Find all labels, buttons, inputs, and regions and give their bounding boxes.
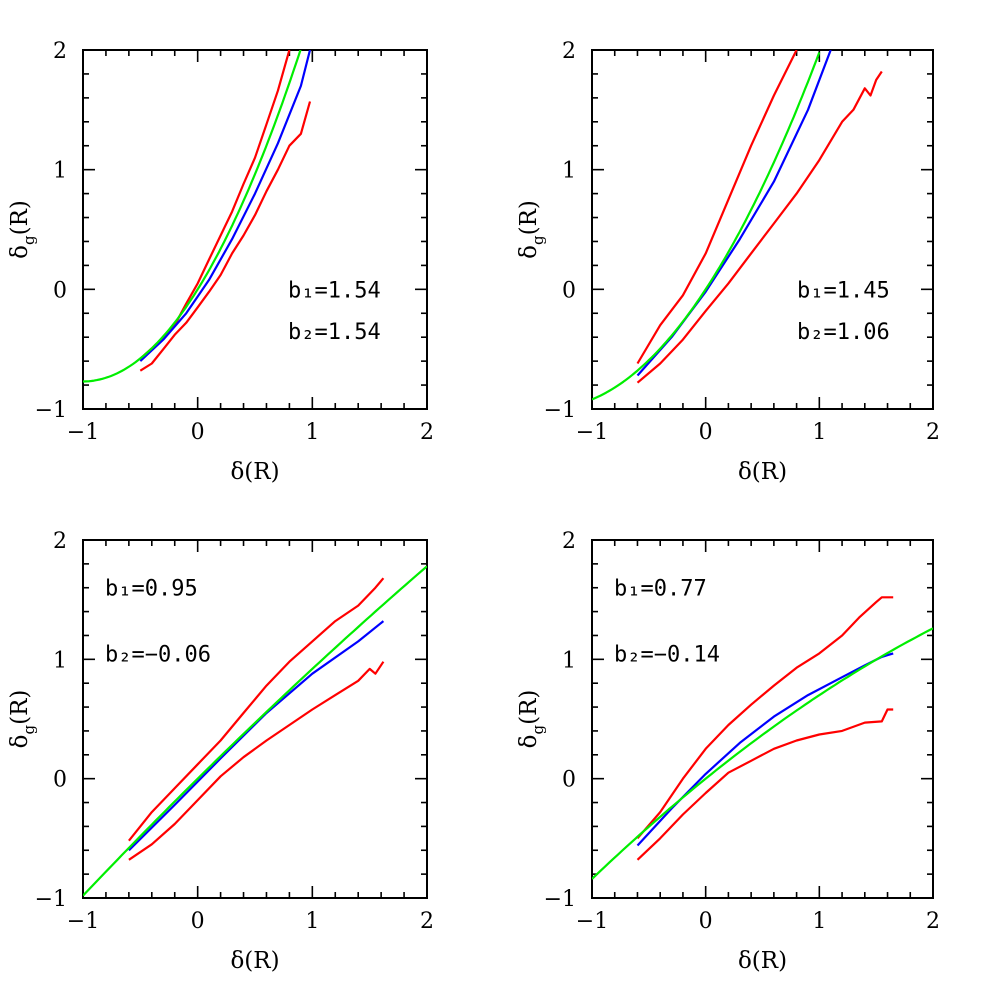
- y-tick-label: 1: [53, 159, 67, 184]
- plot-frame: [591, 49, 934, 410]
- x-tick-label: 1: [812, 420, 826, 445]
- x-tick-label: 0: [191, 420, 205, 445]
- ticks: [591, 539, 934, 899]
- b2-annotation: b₂=−0.06: [105, 642, 211, 667]
- x-tick-label: −1: [576, 420, 608, 445]
- series-group: [83, 565, 427, 897]
- scatter-bound-curve-2-1: [636, 50, 798, 365]
- scatter-bound-curve-1-1: [139, 50, 291, 360]
- y-tick-label: 0: [562, 768, 576, 793]
- panel-2: −1 0 1 2 −1 0 1 2 δ(R) δg(R) b₁=1.45 b₂=1.06: [516, 39, 940, 485]
- scatter-bound-curve-4-2: [636, 708, 894, 861]
- plot-frame: [591, 539, 934, 899]
- x-tick-label: 2: [926, 909, 940, 934]
- panel-1: −1 0 1 2 −1 0 1 2 δ(R) δg(R) b₁=1.54 b₂=1.54: [7, 39, 434, 485]
- fit-curve-4-4: [592, 627, 933, 880]
- scatter-bound-curve-1-2: [139, 101, 312, 372]
- x-tick-label: 0: [191, 909, 205, 934]
- x-tick-label: −1: [67, 909, 99, 934]
- plot-frame: [82, 49, 428, 410]
- x-tick-label: 0: [699, 909, 713, 934]
- x-tick-label: 1: [305, 909, 319, 934]
- y-axis-label: δg(R): [516, 200, 547, 259]
- b2-annotation: b₂=1.54: [288, 320, 381, 345]
- panel-3: −1 0 1 2 −1 0 1 2 δ(R) δg(R) b₁=0.95 b₂=−0.06: [7, 529, 434, 974]
- x-tick-label: 0: [699, 420, 713, 445]
- x-tick-label: 2: [926, 420, 940, 445]
- b1-annotation: b₁=0.95: [105, 577, 198, 602]
- x-axis-label: δ(R): [738, 459, 787, 485]
- y-tick-label: 0: [562, 278, 576, 303]
- x-axis-label: δ(R): [230, 948, 279, 974]
- x-tick-label: 2: [420, 420, 434, 445]
- scatter-bound-curve-3-2: [128, 661, 385, 861]
- scatter-bound-curve-3-1: [128, 577, 385, 842]
- x-tick-label: −1: [67, 420, 99, 445]
- y-tick-label: −1: [35, 398, 67, 423]
- series-group: [592, 50, 883, 401]
- series-group: [592, 596, 933, 880]
- x-tick-label: 1: [305, 420, 319, 445]
- ticks: [82, 539, 428, 899]
- scatter-bound-curve-2-2: [636, 70, 883, 384]
- y-axis-label: δg(R): [7, 690, 38, 749]
- b1-annotation: b₁=0.77: [614, 577, 707, 602]
- y-tick-label: −1: [544, 398, 576, 423]
- y-tick-label: 1: [53, 648, 67, 673]
- y-tick-label: 0: [53, 768, 67, 793]
- y-tick-label: −1: [544, 887, 576, 912]
- y-axis-label: δg(R): [7, 200, 38, 259]
- y-tick-label: 2: [562, 529, 576, 554]
- ticks: [82, 49, 428, 410]
- x-axis-label: δ(R): [738, 948, 787, 974]
- x-tick-label: 1: [812, 909, 826, 934]
- x-tick-label: −1: [576, 909, 608, 934]
- ticks: [591, 49, 934, 410]
- y-axis-label: δg(R): [516, 690, 547, 749]
- y-tick-label: −1: [35, 887, 67, 912]
- fit-curve-3-4: [83, 565, 427, 897]
- y-tick-label: 1: [562, 648, 576, 673]
- b1-annotation: b₁=1.54: [288, 278, 381, 303]
- fit-curve-1-4: [83, 50, 302, 383]
- series-group: [83, 50, 312, 383]
- fit-curve-2-4: [592, 52, 821, 401]
- y-tick-label: 1: [562, 159, 576, 184]
- x-tick-label: 2: [420, 909, 434, 934]
- plot-frame: [82, 539, 428, 899]
- b2-annotation: b₂=−0.14: [614, 642, 720, 667]
- y-tick-label: 2: [53, 529, 67, 554]
- b2-annotation: b₂=1.06: [797, 320, 890, 345]
- y-tick-label: 0: [53, 278, 67, 303]
- y-tick-label: 2: [562, 39, 576, 64]
- b1-annotation: b₁=1.45: [797, 278, 890, 303]
- mean-curve-1-3: [139, 50, 312, 362]
- scatter-bound-curve-4-1: [636, 596, 894, 840]
- x-axis-label: δ(R): [230, 459, 279, 485]
- y-tick-label: 2: [53, 39, 67, 64]
- panel-4: −1 0 1 2 −1 0 1 2 δ(R) δg(R) b₁=0.77 b₂=−0.14: [516, 529, 940, 974]
- mean-curve-4-3: [636, 652, 894, 847]
